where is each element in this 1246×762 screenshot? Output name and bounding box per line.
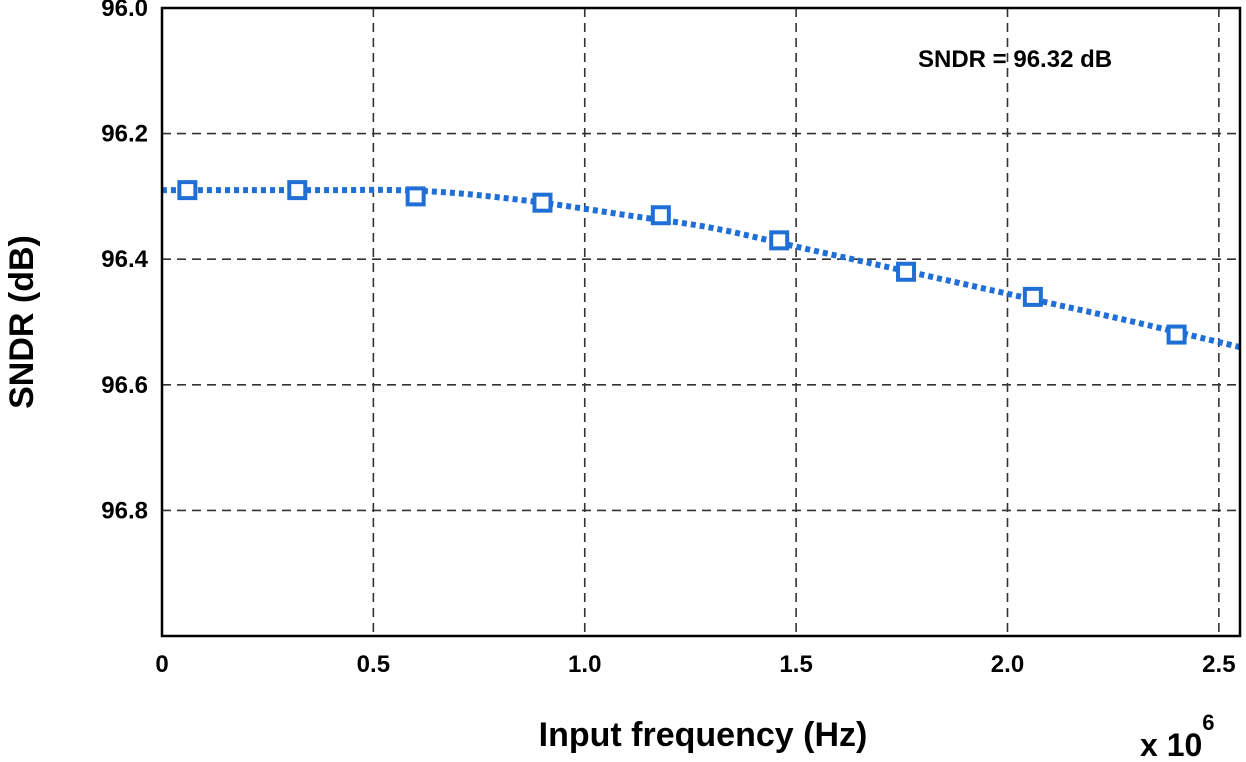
data-point-marker	[405, 186, 426, 207]
grid-lines	[162, 8, 1240, 636]
data-points	[177, 180, 1187, 345]
x-tick-label: 0	[155, 651, 168, 678]
data-point-marker	[650, 205, 671, 226]
y-tick-label: 96.2	[101, 121, 148, 148]
x-axis-title: Input frequency (Hz)	[539, 716, 868, 754]
x-tick-label: 2.0	[991, 651, 1024, 678]
x-multiplier-base: x 10	[1140, 727, 1202, 762]
x-tick-label: 1.0	[568, 651, 601, 678]
y-tick-label: 96.0	[101, 0, 148, 22]
y-tick-labels: 96.0 96.2 96.4 96.6 96.8	[101, 0, 148, 524]
data-point-marker	[896, 261, 917, 282]
fit-curve-layer	[161, 186, 1241, 351]
x-axis-multiplier: x 106	[1140, 710, 1215, 762]
y-tick-label: 96.4	[101, 246, 148, 273]
x-tick-label: 0.5	[357, 651, 390, 678]
data-point-marker	[177, 180, 198, 201]
data-point-marker	[769, 230, 790, 251]
x-tick-labels: 0 0.5 1.0 1.5 2.0 2.5	[155, 651, 1235, 678]
x-tick-label: 1.5	[779, 651, 812, 678]
x-tick-label: 2.5	[1202, 651, 1235, 678]
y-tick-label: 96.6	[101, 372, 148, 399]
y-axis-title: SNDR (dB)	[3, 235, 41, 409]
data-point-marker	[287, 180, 308, 201]
y-tick-label: 96.8	[101, 497, 148, 524]
data-point-marker	[1166, 324, 1187, 345]
sndr-annotation: SNDR = 96.32 dB	[918, 46, 1112, 73]
plot-frame	[160, 6, 1242, 638]
data-point-marker	[532, 192, 553, 213]
x-multiplier-exponent: 6	[1202, 710, 1214, 735]
fit-curve	[161, 186, 1241, 351]
data-point-marker	[1022, 286, 1043, 307]
